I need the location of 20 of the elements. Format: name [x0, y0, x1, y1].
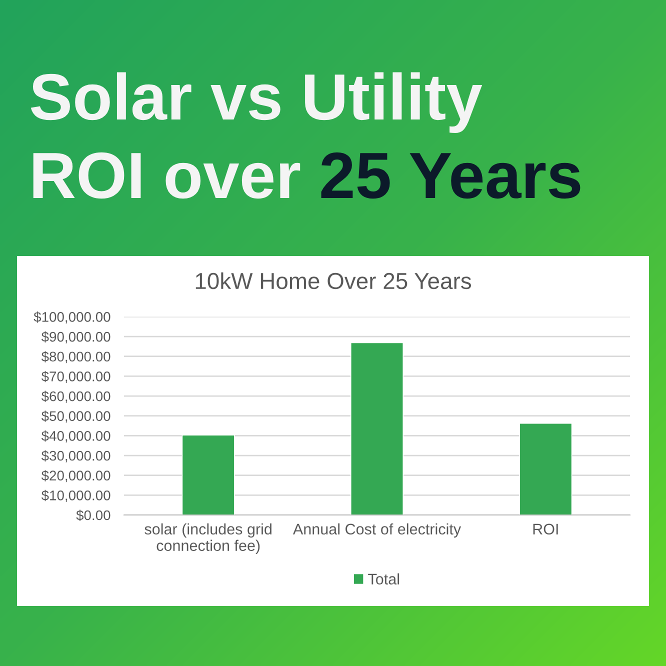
bar: [519, 422, 572, 515]
y-tick-label: $10,000.00: [41, 490, 110, 502]
y-tick-label: $30,000.00: [41, 450, 110, 462]
y-tick-label: $60,000.00: [41, 390, 110, 403]
y-tick-label: $0.00: [76, 510, 110, 521]
y-tick-label: $50,000.00: [41, 410, 110, 423]
y-tick-label: $100,000.00: [34, 311, 110, 324]
y-tick-label: $70,000.00: [41, 370, 110, 383]
chart-title: Solar vs Utility ROI over 25 Years: [30, 72, 580, 199]
y-tick-label: $20,000.00: [41, 470, 110, 482]
y-tick-label: $80,000.00: [41, 351, 110, 364]
bar: [350, 342, 404, 515]
y-tick-label: $40,000.00: [41, 430, 110, 442]
legend-label: Total: [368, 573, 399, 585]
y-tick-label: $90,000.00: [41, 331, 110, 344]
x-tick-label: Annual Cost of electricity: [292, 523, 462, 538]
x-tick-label: solar (includes grid connection fee): [144, 523, 272, 554]
x-tick-label: ROI: [533, 524, 558, 535]
bar: [182, 434, 235, 515]
chart-subtitle: 10kW Home Over 25 Years: [196, 272, 472, 290]
